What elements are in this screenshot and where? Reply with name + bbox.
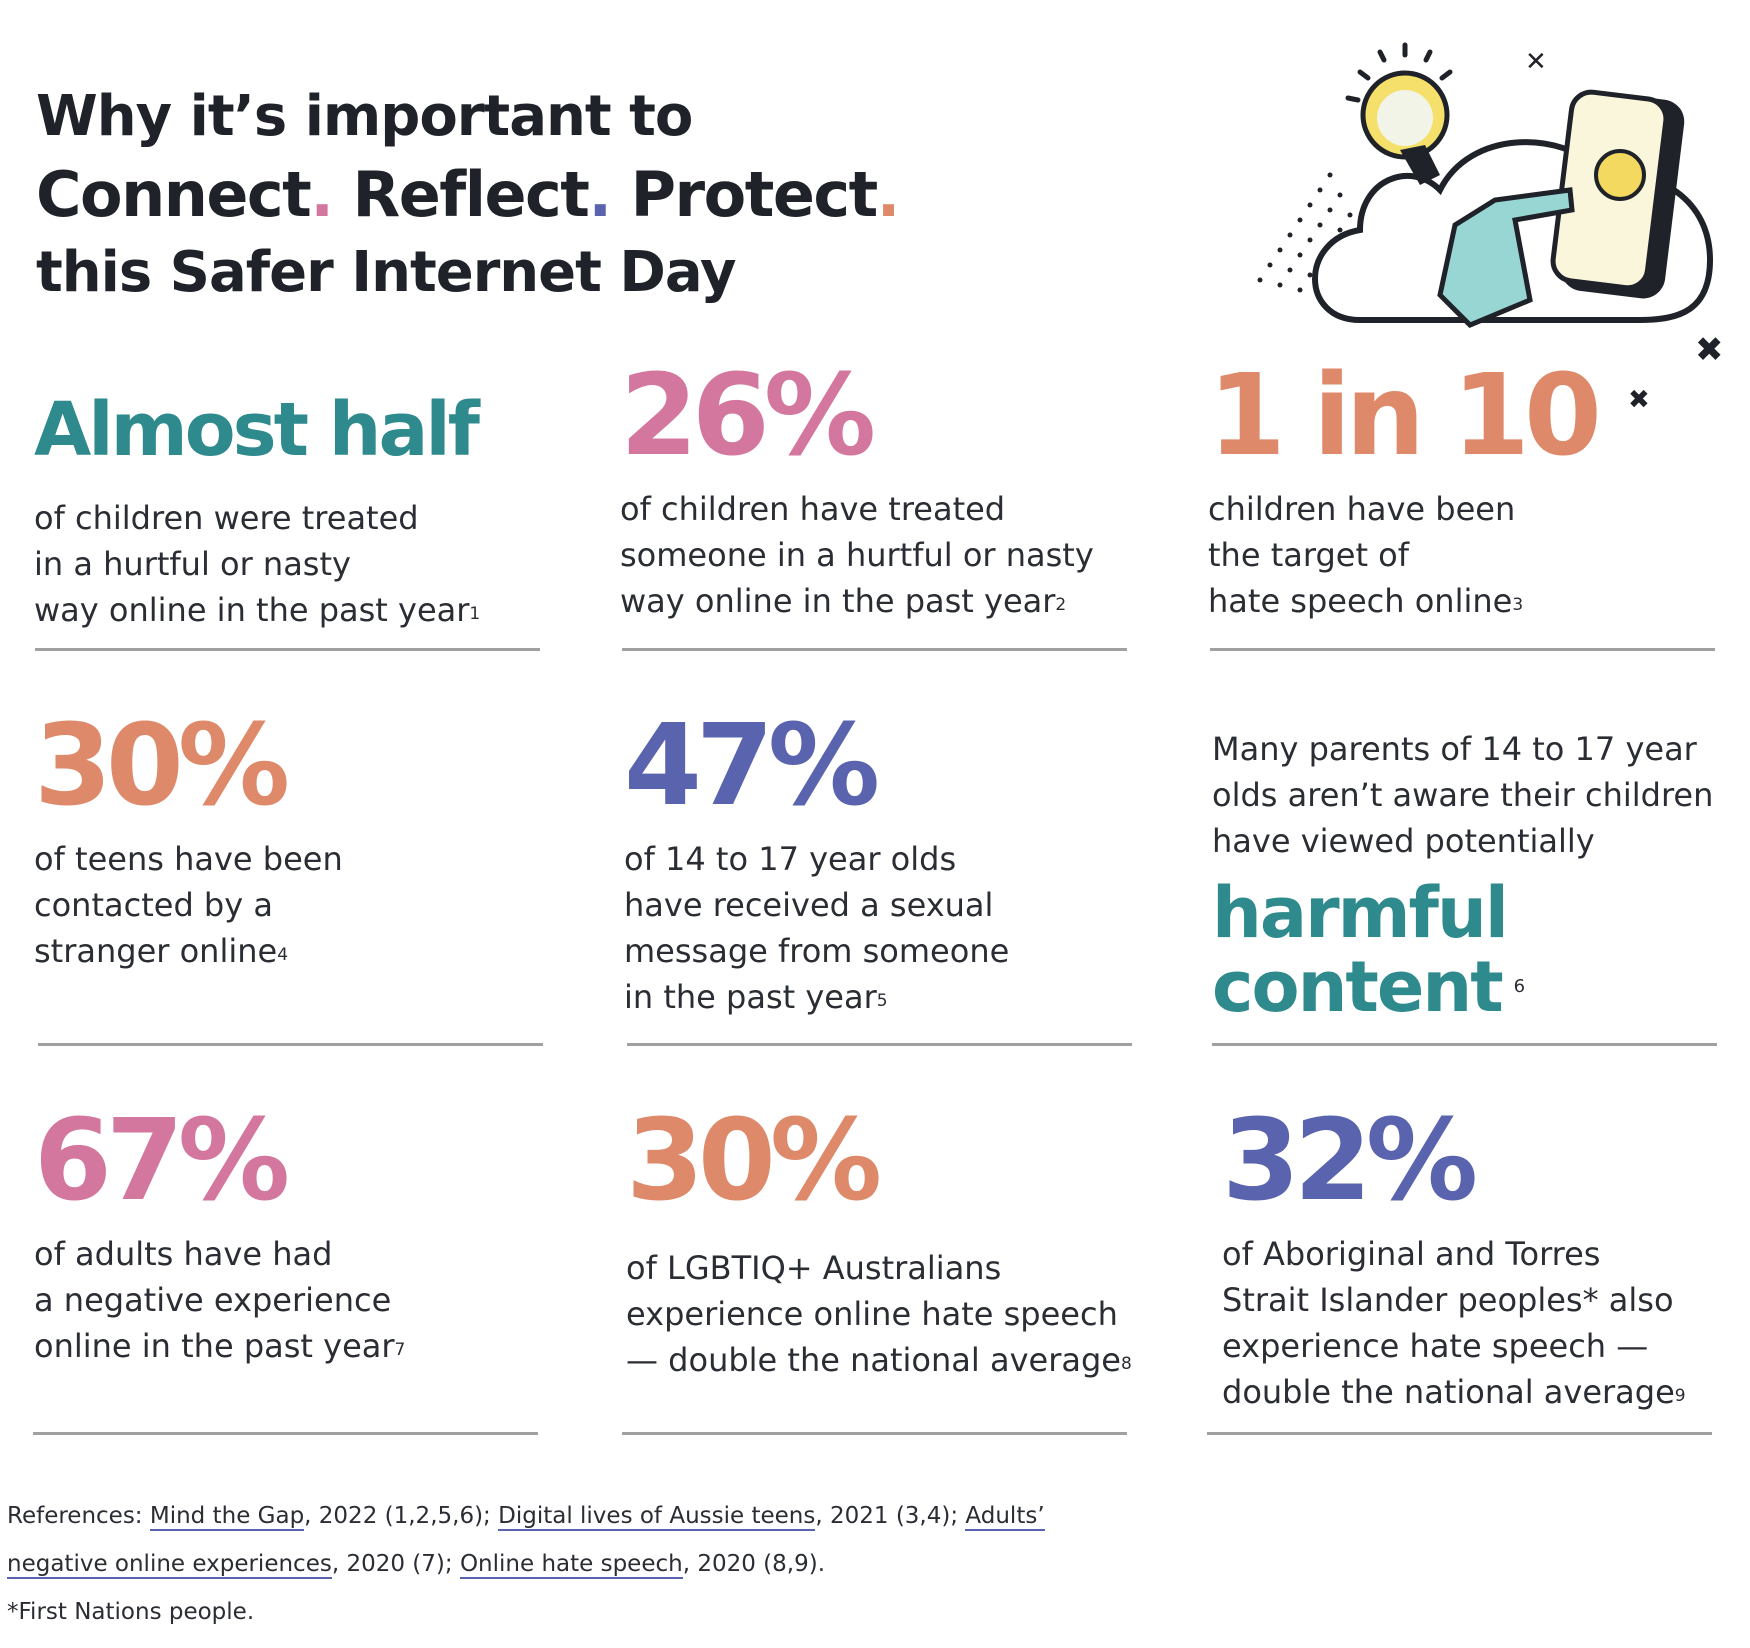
stat-text: of children were treated in a hurtful or… xyxy=(34,499,481,629)
stat-card: 30% of teens have been contacted by a st… xyxy=(34,710,544,974)
dot: . xyxy=(310,158,334,231)
bulb-rays xyxy=(1345,42,1453,103)
divider xyxy=(622,648,1127,651)
dot: . xyxy=(876,158,901,231)
stat-value: harmful content 6 xyxy=(1212,872,1525,1028)
stat-card: 67% of adults have had a negative experi… xyxy=(34,1105,544,1369)
stat-value: 32% xyxy=(1222,1096,1478,1226)
stat-card: 32% of Aboriginal and Torres Strait Isla… xyxy=(1222,1105,1742,1415)
reference-link-adults-negative[interactable]: Adults’ negative online experiences xyxy=(7,1503,1045,1579)
lightbulb-phone-illustration: ✕ xyxy=(1257,42,1714,328)
reference-detail: , 2021 (3,4); xyxy=(815,1503,966,1529)
stat-text: of 14 to 17 year olds have received a se… xyxy=(624,840,1010,1016)
title-line-1: Why it’s important to xyxy=(36,84,693,149)
reference-detail: , 2022 (1,2,5,6); xyxy=(304,1503,499,1529)
stat-value: 30% xyxy=(34,701,290,831)
divider xyxy=(33,1432,538,1435)
word-reflect: Reflect xyxy=(352,158,589,231)
stat-text: of Aboriginal and Torres Strait Islander… xyxy=(1222,1235,1686,1411)
reference-detail: , 2020 (8,9). xyxy=(682,1551,826,1577)
stat-value: 1 in 10 xyxy=(1208,351,1602,481)
divider xyxy=(627,1043,1132,1046)
stat-value: 30% xyxy=(626,1096,882,1226)
word-connect: Connect xyxy=(36,158,312,231)
reference-link-online-hate-speech[interactable]: Online hate speech xyxy=(459,1551,683,1579)
references: References: Mind the Gap, 2022 (1,2,5,6)… xyxy=(7,1492,1107,1636)
stat-value: 47% xyxy=(624,701,880,831)
sparkle-x-icon: ✖ xyxy=(1695,330,1724,370)
stat-value: Almost half xyxy=(34,387,480,473)
stat-card: Almost half of children were treated in … xyxy=(34,385,544,633)
reference-link-mind-the-gap[interactable]: Mind the Gap xyxy=(149,1503,305,1531)
reference-detail: , 2020 (7); xyxy=(331,1551,460,1577)
stat-text: children have been the target of hate sp… xyxy=(1208,490,1524,620)
divider xyxy=(1207,1432,1712,1435)
stat-text: Many parents of 14 to 17 year olds aren’… xyxy=(1212,730,1714,860)
sparkle-x-icon: ✕ xyxy=(1525,47,1547,77)
divider xyxy=(622,1432,1127,1435)
stat-card: 26% of children have treated someone in … xyxy=(620,360,1130,624)
stat-value: 26% xyxy=(620,351,876,481)
divider xyxy=(1210,648,1715,651)
title-line-2: Connect. Reflect. Protect. xyxy=(36,156,901,234)
stat-card: 1 in 10 children have been the target of… xyxy=(1208,360,1718,624)
footnote: *First Nations people. xyxy=(7,1599,255,1625)
stat-text: of children have treated someone in a hu… xyxy=(620,490,1094,620)
divider xyxy=(35,648,540,651)
references-label: References: xyxy=(7,1503,150,1529)
divider xyxy=(38,1043,543,1046)
dot: . xyxy=(588,158,612,231)
stat-value: 67% xyxy=(34,1096,290,1226)
pointing-hand-icon xyxy=(1437,187,1575,328)
stat-card: 30% of LGBTIQ+ Australians experience on… xyxy=(626,1105,1186,1383)
stat-card: Many parents of 14 to 17 year olds aren’… xyxy=(1212,712,1750,1024)
stat-text: of teens have been contacted by a strang… xyxy=(34,840,343,970)
divider xyxy=(1212,1043,1717,1046)
smiley-icon xyxy=(1594,149,1646,201)
title-line-3: this Safer Internet Day xyxy=(36,240,736,305)
page-title: Why it’s important to Connect. Reflect. … xyxy=(36,78,901,312)
reference-link-digital-lives[interactable]: Digital lives of Aussie teens xyxy=(498,1503,816,1531)
stat-text: of adults have had a negative experience… xyxy=(34,1235,406,1365)
stat-text: of LGBTIQ+ Australians experience online… xyxy=(626,1249,1132,1379)
word-protect: Protect xyxy=(630,158,879,231)
sparkle-x-icon: ✖ xyxy=(1628,385,1650,415)
stat-card: 47% of 14 to 17 year olds have received … xyxy=(624,710,1134,1020)
